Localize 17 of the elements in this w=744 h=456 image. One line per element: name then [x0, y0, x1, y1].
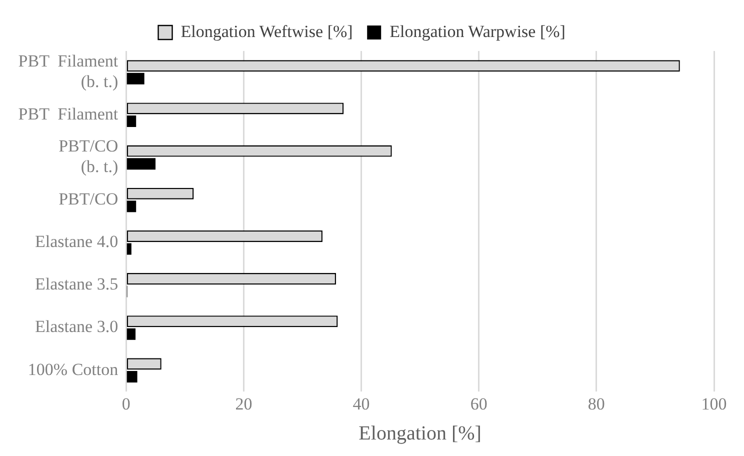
y-tick-label: 100% Cotton: [28, 360, 119, 379]
y-tick-label: PBT/CO: [58, 189, 118, 208]
x-tick-label: 40: [352, 394, 370, 414]
x-tick-label: 60: [470, 394, 488, 414]
y-tick-label: PBT/CO (b. t.): [58, 136, 118, 176]
x-tick-label: 0: [122, 394, 130, 414]
x-axis-title: Elongation [%]: [358, 422, 482, 444]
x-tick-label: 100: [701, 394, 727, 414]
y-tick-label: Elastane 3.0: [35, 317, 118, 336]
y-tick-label: PBT Filament: [18, 104, 118, 124]
y-tick-label: Elastane 4.0: [35, 232, 118, 252]
y-tick-label: PBT Filament (b. t.): [18, 52, 118, 91]
x-tick-label: 20: [235, 394, 252, 414]
legend-label: Elongation Weftwise [%]: [180, 22, 353, 41]
legend-label: Elongation Warpwise [%]: [390, 22, 566, 41]
x-tick-label: 80: [588, 394, 605, 414]
y-tick-label: Elastane 3.5: [35, 274, 118, 294]
